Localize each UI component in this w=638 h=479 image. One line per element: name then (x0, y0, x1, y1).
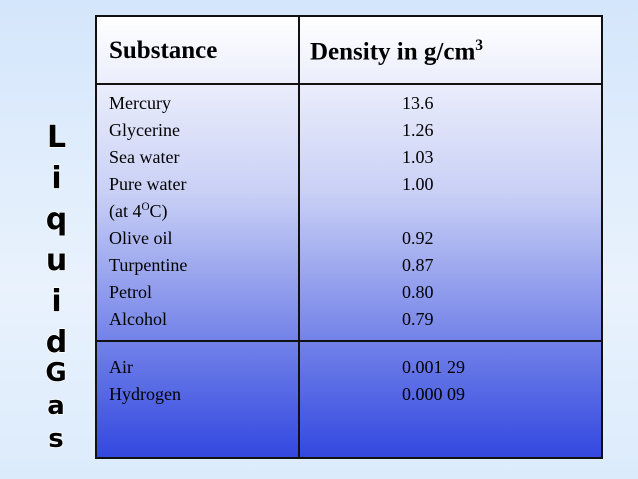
substance: Petrol (109, 282, 152, 302)
density: 0.80 (402, 282, 434, 302)
substance: Air (109, 357, 133, 377)
header-density-sup: 3 (475, 37, 484, 54)
substance: Alcohol (109, 309, 167, 329)
divider (97, 340, 601, 342)
density: 0.92 (402, 228, 434, 248)
substance: Pure water (109, 174, 187, 194)
substance: Glycerine (109, 120, 180, 140)
header-substance: Substance (109, 37, 218, 64)
divider (97, 83, 601, 85)
gas-label: Gas (40, 357, 72, 458)
substance: Sea water (109, 147, 180, 167)
header-density: Density in g/cm3 (310, 37, 483, 66)
substance: Turpentine (109, 255, 188, 275)
substance: Olive oil (109, 228, 173, 248)
density: 1.26 (402, 120, 434, 140)
density: 0.000 09 (402, 384, 465, 404)
substance-note: (at 4OC) (109, 201, 168, 222)
density: 0.87 (402, 255, 434, 275)
substance: Hydrogen (109, 384, 181, 404)
density: 1.00 (402, 174, 434, 194)
density-table: Substance Density in g/cm3 Mercury 13.6 Gl… (95, 15, 603, 459)
note-text: (at 4 (109, 201, 142, 221)
density: 0.001 29 (402, 357, 465, 377)
density: 13.6 (402, 93, 434, 113)
substance: Mercury (109, 93, 171, 113)
header-density-text: Density in g/cm (310, 38, 476, 66)
density: 1.03 (402, 147, 434, 167)
column-divider (298, 17, 300, 457)
note-sup: O (141, 201, 150, 213)
liquid-label: Liquid (38, 119, 75, 367)
density: 0.79 (402, 309, 434, 329)
note-text: C) (149, 201, 168, 221)
